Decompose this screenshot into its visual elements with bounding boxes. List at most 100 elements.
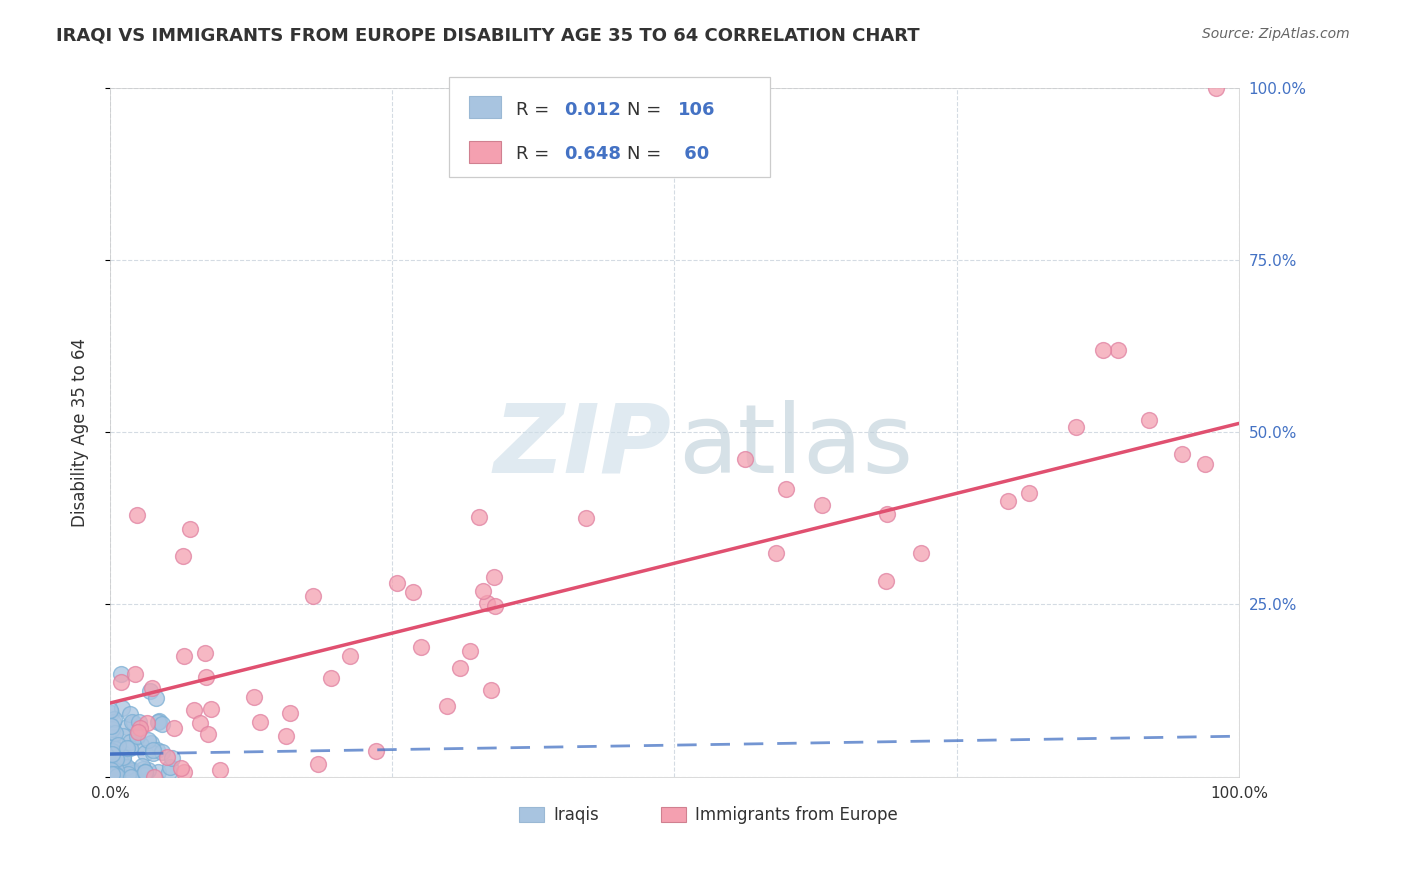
Point: [1107, 343, 1129, 357]
Point: [876, 507, 898, 521]
Point: [194, 670, 217, 684]
Point: [139, 736, 162, 750]
Point: [110, 769, 132, 783]
Point: [1137, 413, 1160, 427]
Point: [120, 764, 142, 778]
Point: [105, 760, 128, 774]
Point: [1171, 447, 1194, 461]
Point: [100, 745, 122, 759]
Point: [1018, 485, 1040, 500]
Point: [875, 574, 897, 588]
Point: [105, 763, 128, 777]
Point: [278, 706, 301, 721]
Point: [125, 729, 148, 743]
Point: [197, 727, 219, 741]
Point: [575, 511, 598, 525]
Point: [131, 759, 153, 773]
Point: [105, 756, 128, 771]
Point: [775, 482, 797, 496]
Point: [160, 750, 183, 764]
Point: [100, 760, 122, 774]
Point: [112, 750, 135, 764]
Point: [114, 762, 136, 776]
Point: [120, 707, 142, 722]
Point: [183, 703, 205, 717]
Point: [108, 754, 131, 768]
Point: [108, 753, 131, 767]
Point: [100, 706, 122, 720]
Point: [104, 766, 127, 780]
Point: [103, 712, 125, 726]
Point: [142, 746, 165, 760]
Point: [484, 599, 506, 613]
Point: [129, 739, 152, 753]
Point: [108, 767, 131, 781]
Point: [243, 690, 266, 705]
Point: [139, 683, 162, 698]
Point: [173, 649, 195, 664]
Point: [401, 585, 423, 599]
Point: [134, 765, 156, 780]
Point: [141, 681, 163, 696]
Point: [366, 744, 388, 758]
Point: [111, 700, 134, 714]
Point: [148, 714, 170, 728]
FancyBboxPatch shape: [470, 96, 501, 118]
Point: [101, 751, 124, 765]
Point: [111, 752, 134, 766]
FancyBboxPatch shape: [470, 141, 501, 162]
Point: [1205, 80, 1227, 95]
Point: [1092, 343, 1115, 357]
Text: R =: R =: [516, 145, 555, 163]
Point: [127, 725, 149, 739]
Point: [104, 751, 127, 765]
Point: [100, 744, 122, 758]
Point: [104, 753, 127, 767]
Point: [104, 756, 127, 771]
Point: [104, 760, 127, 774]
Point: [100, 768, 122, 782]
Point: [188, 715, 211, 730]
Point: [163, 722, 186, 736]
Y-axis label: Disability Age 35 to 64: Disability Age 35 to 64: [72, 338, 89, 526]
Point: [132, 767, 155, 781]
Point: [157, 765, 180, 780]
Point: [409, 640, 432, 654]
Point: [117, 764, 139, 778]
Point: [101, 730, 124, 744]
Text: N =: N =: [627, 101, 666, 119]
Point: [121, 764, 143, 778]
Point: [127, 730, 149, 744]
Point: [200, 702, 222, 716]
Point: [208, 763, 231, 777]
Point: [134, 765, 156, 780]
FancyBboxPatch shape: [661, 807, 686, 822]
Point: [122, 769, 145, 783]
Point: [142, 743, 165, 757]
Text: 0.012: 0.012: [564, 101, 620, 119]
FancyBboxPatch shape: [519, 807, 544, 822]
Point: [1064, 420, 1087, 434]
Text: 0.648: 0.648: [564, 145, 621, 163]
Point: [121, 714, 143, 729]
Point: [156, 750, 179, 764]
Point: [148, 714, 170, 729]
Point: [100, 759, 122, 773]
Point: [101, 766, 124, 780]
Point: [111, 729, 134, 743]
Point: [339, 648, 361, 663]
Point: [105, 752, 128, 766]
Point: [811, 498, 834, 512]
Point: [103, 764, 125, 779]
Point: [101, 763, 124, 777]
Point: [134, 746, 156, 760]
Point: [104, 726, 127, 740]
Point: [101, 722, 124, 736]
Point: [146, 764, 169, 779]
Point: [111, 768, 134, 782]
Text: 60: 60: [678, 145, 709, 163]
Text: 106: 106: [678, 101, 716, 119]
Point: [100, 763, 122, 777]
Point: [107, 739, 129, 753]
Point: [110, 674, 132, 689]
